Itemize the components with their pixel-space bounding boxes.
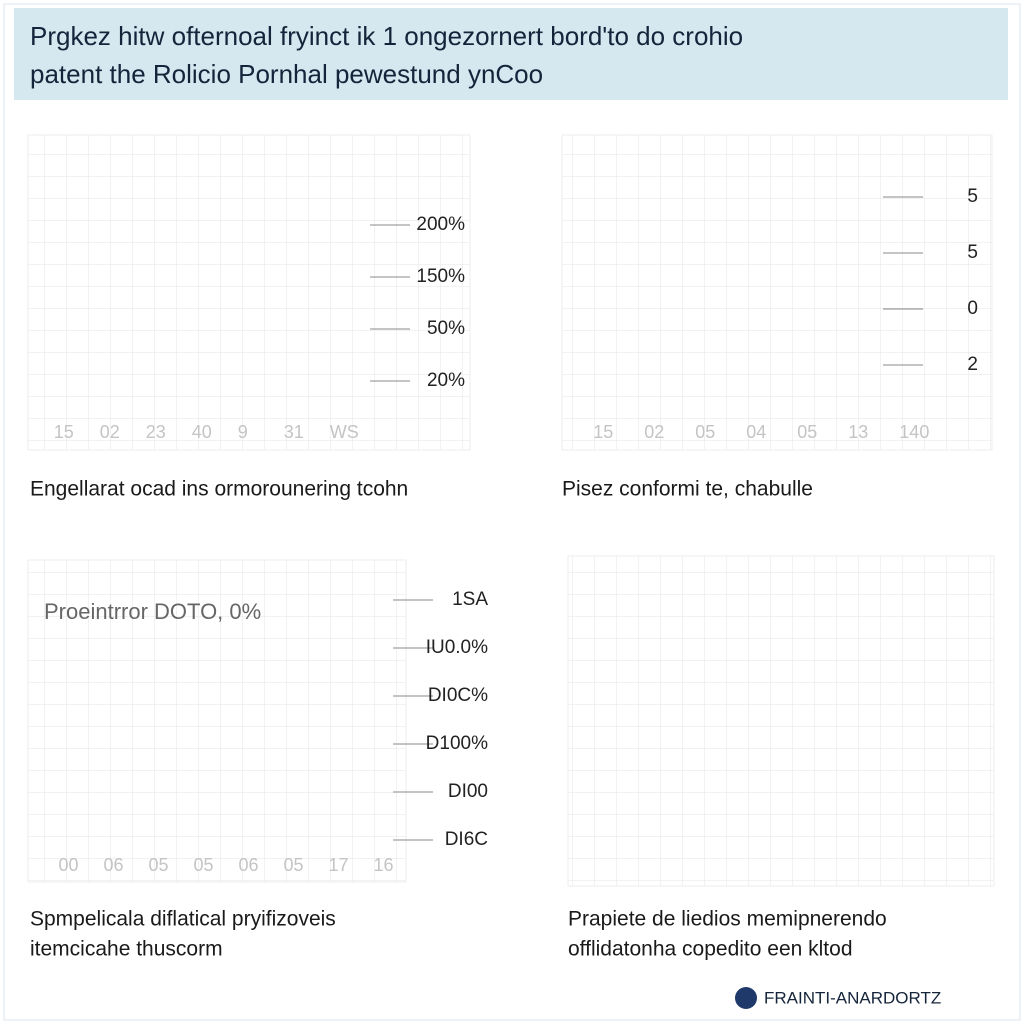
x-label: 140	[899, 422, 929, 442]
header-band	[14, 8, 1008, 100]
chart-subtitle: Proeintrror DOTO, 0%	[44, 599, 261, 624]
y-label: D100%	[426, 733, 488, 754]
x-label: 15	[593, 422, 613, 442]
x-label: 40	[192, 422, 212, 442]
x-label: 9	[238, 422, 248, 442]
x-label: 02	[100, 422, 120, 442]
x-label: 06	[239, 855, 259, 875]
footer: FRAINTI-ANARDORTZ	[764, 988, 941, 1007]
plot-area	[561, 134, 993, 451]
x-label: 13	[848, 422, 868, 442]
y-label: 5	[967, 242, 978, 263]
x-label: 06	[104, 855, 124, 875]
x-label: 05	[194, 855, 214, 875]
caption: itemcicahe thuscorm	[30, 938, 223, 961]
x-label: WS	[330, 422, 359, 442]
plot-area	[567, 555, 995, 887]
caption: Spmpelicala diflatical pryifizoveis	[30, 908, 336, 931]
y-label: DI0C%	[428, 685, 488, 706]
frame	[3, 3, 1021, 1021]
caption: Pisez conformi te, chabulle	[562, 478, 813, 501]
x-label: 23	[146, 422, 166, 442]
x-label: 05	[284, 855, 304, 875]
x-label: 00	[59, 855, 79, 875]
header-line: Prgkez hitw ofternoal fryinct ik 1 ongez…	[30, 21, 743, 51]
y-label: 150%	[416, 266, 465, 287]
x-label: 05	[149, 855, 169, 875]
x-label: 04	[746, 422, 766, 442]
x-label: 05	[695, 422, 715, 442]
y-label: 2	[967, 354, 978, 375]
y-label: 5	[967, 186, 978, 207]
y-label: 1SA	[452, 589, 488, 610]
x-label: 16	[374, 855, 394, 875]
plot-area	[27, 134, 471, 451]
header-line: patent the Rolicio Pornhal pewestund ynC…	[30, 59, 543, 89]
y-label: 200%	[416, 214, 465, 235]
y-label: IU0.0%	[426, 637, 488, 658]
y-label: 20%	[427, 370, 465, 391]
caption: Engellarat ocad ins ormorounering tcohn	[30, 478, 408, 501]
logo	[735, 987, 757, 1009]
plot-area	[27, 559, 407, 883]
x-label: 02	[644, 422, 664, 442]
x-label: 05	[797, 422, 817, 442]
y-label: 0	[967, 298, 978, 319]
y-label: DI6C	[445, 829, 488, 850]
x-label: 31	[284, 422, 304, 442]
x-label: 15	[54, 422, 74, 442]
x-label: 17	[329, 855, 349, 875]
caption: Prapiete de liedios memipnerendo	[568, 908, 887, 931]
caption: offlidatonha copedito een kltod	[568, 938, 853, 961]
y-label: 50%	[427, 318, 465, 339]
y-label: DI00	[448, 781, 488, 802]
